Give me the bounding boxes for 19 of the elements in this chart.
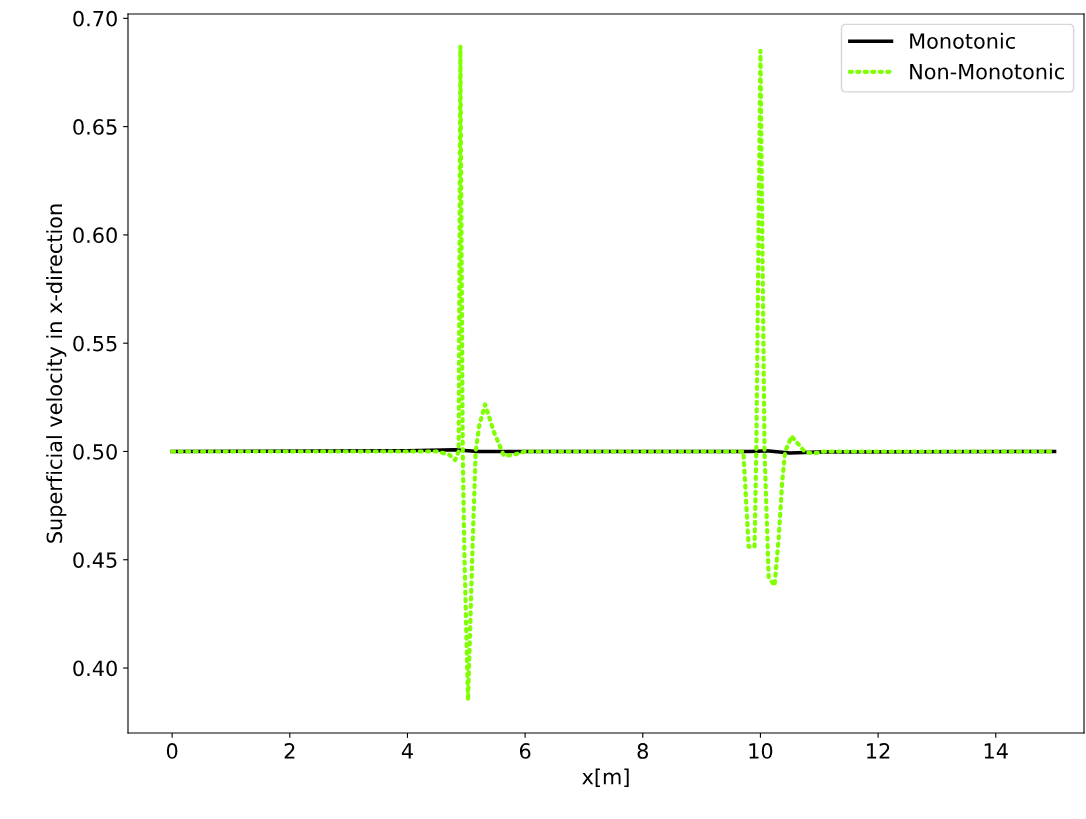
x-tick-label: 2: [284, 743, 295, 759]
x-tick-label: 0: [166, 743, 178, 759]
x-tick-label: 4: [401, 743, 413, 759]
x-tick-label: 10: [749, 743, 773, 759]
y-tick-label: 0.40: [73, 660, 117, 677]
y-tick-label: 0.45: [73, 552, 117, 568]
y-axis-title: Superficial velocity in x-direction: [46, 204, 67, 543]
y-tick-label: 0.65: [73, 119, 117, 135]
x-tick-label: 14: [984, 743, 1008, 759]
y-tick-label: 0.55: [73, 335, 117, 352]
y-tick-label: 0.50: [73, 443, 117, 460]
legend-label: Monotonic: [910, 32, 1015, 49]
y-tick-label: 0.70: [73, 10, 117, 27]
x-axis-title: x[m]: [582, 768, 629, 788]
x-tick-label: 6: [519, 743, 531, 759]
x-tick-label: 12: [867, 743, 890, 759]
legend-label: Non-Monotonic: [910, 63, 1064, 80]
x-tick-label: 8: [637, 743, 648, 759]
y-tick-label: 0.60: [73, 227, 117, 244]
